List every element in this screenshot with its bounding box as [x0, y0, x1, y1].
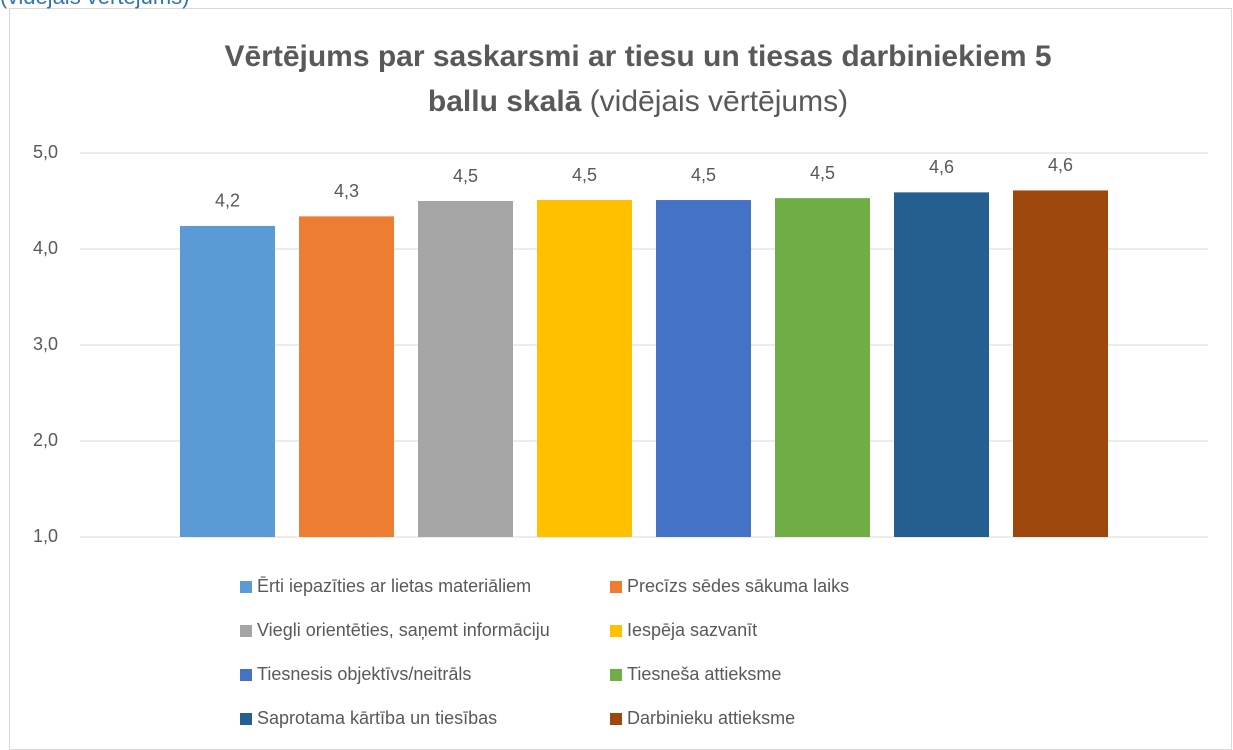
y-tick-label: 1,0 — [33, 526, 58, 546]
legend-label: Tiesnesis objektīvs/neitrāls — [257, 664, 471, 684]
bar — [894, 192, 989, 538]
legend-swatch — [240, 713, 252, 725]
bar — [180, 225, 275, 537]
y-tick-label: 3,0 — [33, 334, 58, 354]
bar — [537, 200, 632, 538]
bar — [418, 201, 513, 537]
legend-label: Saprotama kārtība un tiesības — [257, 708, 497, 728]
legend-swatch — [610, 713, 622, 725]
data-label: 4,5 — [691, 165, 716, 185]
legend-label: Viegli orientēties, saņemt informāciju — [257, 620, 550, 640]
data-label: 4,5 — [453, 166, 478, 186]
legend-label: Ērti iepazīties ar lietas materiāliem — [257, 576, 531, 596]
legend-swatch — [610, 669, 622, 681]
bar — [656, 200, 751, 538]
legend-swatch — [240, 625, 252, 637]
legend-swatch — [240, 581, 252, 593]
chart-title: Vērtējums par saskarsmi ar tiesu un ties… — [224, 40, 1051, 73]
data-label: 4,6 — [1048, 155, 1073, 175]
data-label: 4,2 — [215, 191, 240, 211]
bar — [1013, 190, 1108, 537]
data-label: 4,6 — [929, 157, 954, 177]
chart-subtitle: ballu skalā (vidējais vērtējums) — [428, 85, 848, 118]
y-tick-label: 5,0 — [33, 142, 58, 162]
data-label: 4,5 — [810, 163, 835, 183]
legend-label: Darbinieku attieksme — [627, 708, 795, 728]
legend-swatch — [610, 625, 622, 637]
legend-label: Iespēja sazvanīt — [627, 620, 757, 640]
bar — [299, 216, 394, 538]
page-caption: (vidējais vērtējums) — [0, 0, 190, 9]
data-label: 4,5 — [572, 165, 597, 185]
y-tick-label: 2,0 — [33, 430, 58, 450]
bar — [775, 198, 870, 537]
legend-label: Precīzs sēdes sākuma laiks — [627, 576, 849, 596]
y-tick-label: 4,0 — [33, 238, 58, 258]
legend-swatch — [240, 669, 252, 681]
legend-label: Tiesneša attieksme — [627, 664, 781, 684]
data-label: 4,3 — [334, 181, 359, 201]
legend-swatch — [610, 581, 622, 593]
